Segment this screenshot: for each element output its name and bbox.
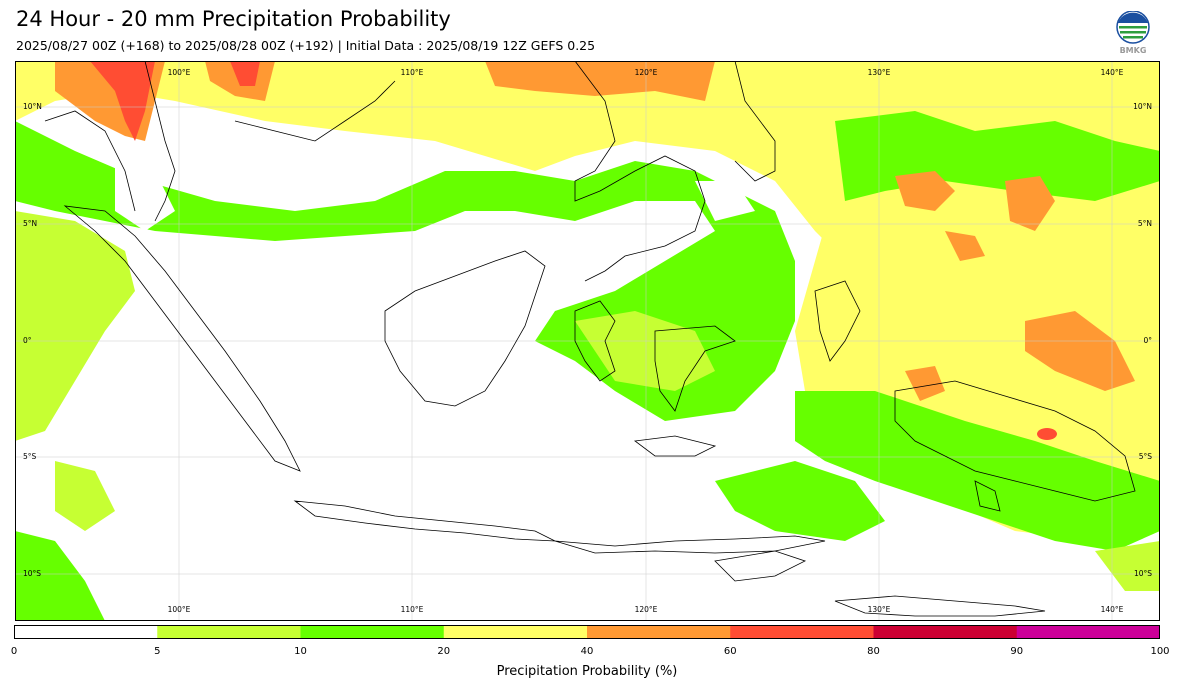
lat-label-right: 5°S [1139,452,1153,461]
lat-label-right: 0° [1143,336,1152,345]
colorbar-segment [873,625,1018,639]
colorbar-tick-label: 60 [723,646,737,657]
colorbar-tick-label: 90 [1010,646,1024,657]
map-title: 24 Hour - 20 mm Precipitation Probabilit… [16,7,451,31]
lon-label-top: 120°E [635,68,658,77]
colorbar-segment [14,625,158,639]
lon-label-bottom: 100°E [168,605,191,614]
colorbar-title: Precipitation Probability (%) [496,664,678,679]
colorbar-tick-label: 0 [10,646,18,657]
colorbar-svg [14,625,1161,639]
lat-label-left: 10°N [23,102,42,111]
bmkg-logo-text: BMKG [1120,46,1147,55]
lat-label-right: 10°N [1133,102,1152,111]
lat-label-left: 5°N [23,219,37,228]
lat-label-right: 5°N [1138,219,1152,228]
colorbar-segment [157,625,301,639]
probability-map: 100°E 110°E 120°E 130°E 140°E 100°E 110°… [15,61,1160,621]
map-subtitle: 2025/08/27 00Z (+168) to 2025/08/28 00Z … [16,38,596,53]
colorbar-segment [1016,625,1161,639]
colorbar [14,624,1161,639]
lon-label-top: 100°E [168,68,191,77]
bmkg-logo-icon: BMKG [1116,10,1150,55]
bmkg-logo: BMKG [1115,10,1151,55]
colorbar-tick-label: 5 [154,646,161,657]
coastlines [44,61,1136,617]
colorbar-tick-label: 40 [580,646,594,657]
colorbar-segment [300,625,445,639]
map-canvas: 100°E 110°E 120°E 130°E 140°E 100°E 110°… [15,61,1160,621]
colorbar-segment [587,625,731,639]
lat-label-left: 0° [23,336,32,345]
lat-label-left: 10°S [23,569,41,578]
lon-label-bottom: 120°E [635,605,658,614]
colorbar-tick-label: 100 [1150,646,1170,657]
lat-label-right: 10°S [1134,569,1152,578]
colorbar-tick-label: 20 [437,646,451,657]
colorbar-border [14,625,1160,639]
lon-label-bottom: 140°E [1101,605,1124,614]
colorbar-segment [730,625,874,639]
lon-label-top: 140°E [1101,68,1124,77]
lon-label-bottom: 110°E [401,605,424,614]
colorbar-tick-label: 80 [867,646,880,657]
lat-label-left: 5°S [23,452,37,461]
lon-label-top: 130°E [868,68,891,77]
lon-label-bottom: 130°E [868,605,891,614]
colorbar-segment [443,625,588,639]
lon-label-top: 110°E [401,68,424,77]
colorbar-tick-label: 10 [294,646,307,657]
